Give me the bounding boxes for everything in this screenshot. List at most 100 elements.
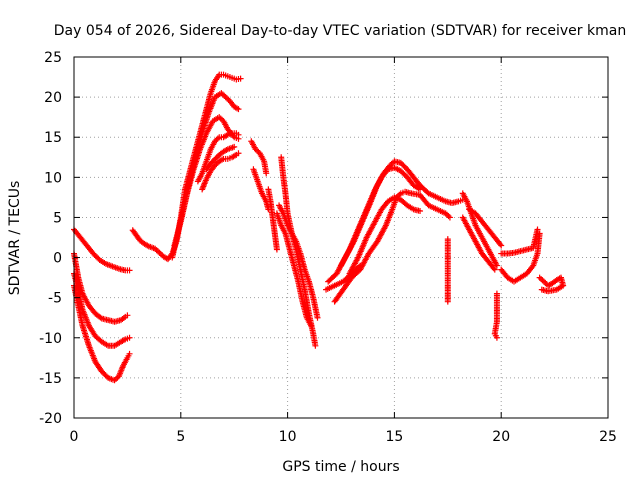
data-point: [96, 336, 103, 343]
data-point: [528, 265, 535, 272]
data-point: [471, 220, 478, 227]
series-track-b: [71, 250, 131, 325]
data-point: [493, 260, 500, 267]
data-point: [299, 297, 306, 304]
data-point: [144, 242, 151, 249]
data-point: [235, 131, 242, 138]
data-point: [294, 277, 301, 284]
series-track-d: [71, 282, 133, 384]
data-point: [230, 132, 237, 139]
data-point: [444, 297, 451, 304]
data-point: [79, 305, 86, 312]
data-point: [213, 154, 220, 161]
data-point: [490, 265, 497, 272]
data-point: [120, 337, 127, 344]
data-point: [234, 105, 241, 112]
series-track-y: [466, 206, 505, 249]
data-point: [85, 321, 92, 328]
data-point: [496, 239, 503, 246]
data-point: [492, 329, 499, 336]
data-point: [354, 228, 361, 235]
data-point: [207, 147, 214, 154]
series-track-v: [444, 236, 451, 305]
data-point: [96, 365, 103, 372]
data-point: [423, 188, 430, 195]
data-point: [338, 289, 345, 296]
data-point: [102, 372, 109, 379]
x-tick-label: 10: [279, 429, 297, 445]
series-track-i: [199, 150, 242, 193]
data-point: [555, 285, 562, 292]
x-axis-label: GPS time / hours: [282, 459, 399, 475]
data-point: [262, 168, 269, 175]
data-point: [471, 237, 478, 244]
data-point: [221, 92, 228, 99]
data-point: [515, 248, 522, 255]
data-point: [475, 228, 482, 235]
plot-frame: [73, 56, 609, 419]
data-point: [408, 171, 415, 178]
data-point: [235, 76, 242, 83]
data-point: [202, 131, 209, 138]
series-track-t: [338, 164, 424, 269]
data-point: [457, 197, 464, 204]
data-point: [85, 341, 92, 348]
data-point: [362, 207, 369, 214]
data-point: [292, 244, 299, 251]
data-point: [202, 160, 209, 167]
data-point: [277, 220, 284, 227]
data-point: [211, 79, 218, 86]
series-track-w: [459, 190, 500, 269]
data-point: [150, 245, 157, 252]
data-point: [529, 263, 536, 270]
series-track-p: [273, 210, 315, 329]
data-point: [107, 262, 114, 269]
data-point: [183, 192, 190, 199]
data-point: [81, 239, 88, 246]
data-point: [114, 265, 121, 272]
data-point: [465, 224, 472, 231]
data-point: [502, 271, 509, 278]
data-point: [205, 111, 212, 118]
data-point: [329, 283, 336, 290]
data-point: [415, 207, 422, 214]
data-point: [196, 147, 203, 154]
x-tick-label: 15: [385, 429, 403, 445]
data-point: [135, 235, 142, 242]
data-point: [223, 147, 230, 154]
data-point: [120, 314, 127, 321]
data-point: [354, 268, 361, 275]
data-point: [215, 73, 222, 80]
data-point: [260, 156, 267, 163]
series-track-z: [491, 290, 500, 341]
data-point: [103, 316, 110, 323]
data-point: [382, 201, 389, 208]
data-point: [354, 256, 361, 263]
data-point: [440, 209, 447, 216]
data-point: [288, 228, 295, 235]
data-point: [382, 168, 389, 175]
data-point: [345, 247, 352, 254]
data-point: [415, 185, 422, 192]
x-tick-label: 0: [70, 429, 79, 445]
series-track-l: [250, 166, 272, 213]
data-point: [103, 341, 110, 348]
data-point: [94, 254, 101, 261]
data-point: [540, 287, 547, 294]
y-tick-label: 20: [44, 90, 62, 106]
data-point: [314, 313, 321, 320]
data-point: [222, 72, 229, 79]
data-point: [309, 329, 316, 336]
series-track-x: [459, 214, 498, 273]
data-point: [125, 352, 132, 359]
data-point: [231, 152, 238, 159]
data-point: [414, 179, 421, 186]
grid: [74, 57, 608, 418]
data-point: [515, 275, 522, 282]
data-point: [254, 176, 261, 183]
data-point: [123, 356, 130, 363]
series-track-g: [171, 114, 242, 249]
data-point: [222, 155, 229, 162]
data-point: [177, 220, 184, 227]
data-point: [463, 196, 470, 203]
